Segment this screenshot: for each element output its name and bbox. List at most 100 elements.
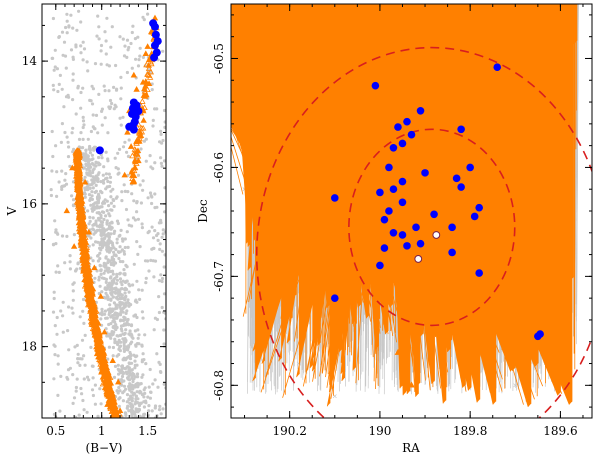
- cmd-member-star: [78, 200, 85, 206]
- cmd-field-star: [54, 228, 58, 232]
- cmd-field-star: [72, 233, 76, 237]
- cmd-field-star: [71, 26, 75, 30]
- cmd-field-star: [141, 373, 145, 377]
- cmd-member-star: [91, 328, 99, 334]
- cmd-field-star: [90, 194, 94, 198]
- cmd-field-star: [118, 304, 122, 308]
- cmd-field-star: [149, 390, 153, 394]
- cmd-field-star: [110, 208, 114, 212]
- cmd-field-star: [134, 57, 138, 61]
- cmd-member-star: [127, 143, 135, 149]
- cmd-field-star: [79, 20, 83, 24]
- cmd-member-star: [103, 378, 111, 384]
- cmd-field-star: [156, 385, 160, 389]
- cmd-field-star: [109, 310, 113, 314]
- cmd-field-star: [100, 107, 104, 111]
- cmd-field-star: [76, 84, 80, 88]
- cmd-field-star: [128, 329, 132, 333]
- cmd-field-star: [120, 364, 124, 368]
- cmd-field-star: [140, 375, 144, 379]
- cmd-field-star: [78, 363, 82, 367]
- cmd-field-star: [76, 361, 80, 365]
- cmd-field-star: [116, 363, 120, 367]
- cmd-field-star: [108, 98, 113, 103]
- cmd-field-star: [51, 56, 55, 61]
- cmd-field-star: [88, 219, 92, 223]
- cmd-field-star: [141, 179, 145, 183]
- cmd-field-star: [87, 378, 91, 382]
- cmd-special-star: [129, 125, 138, 134]
- cmd-field-star: [158, 362, 162, 366]
- cmd-field-star: [148, 154, 152, 158]
- cmd-field-star: [161, 232, 165, 236]
- cmd-field-star: [111, 354, 115, 358]
- cmd-field-star: [98, 257, 102, 261]
- cmd-field-star: [140, 226, 144, 230]
- cmd-field-star: [131, 24, 135, 28]
- cmd-field-star: [121, 391, 125, 395]
- cmd-field-star: [129, 41, 133, 46]
- cmd-field-star: [142, 395, 146, 399]
- cmd-field-star: [93, 402, 97, 406]
- cmd-field-star: [113, 341, 117, 345]
- cmd-field-star: [68, 267, 72, 271]
- cmd-field-star: [64, 66, 68, 70]
- cmd-member-star: [106, 388, 113, 395]
- cmd-field-star: [100, 123, 104, 127]
- cmd-field-star: [113, 337, 117, 341]
- cmd-member-star: [77, 222, 84, 228]
- cmd-field-star: [101, 239, 105, 244]
- cmd-field-star: [115, 306, 119, 310]
- cmd-member-star: [141, 87, 149, 94]
- cmd-member-star: [142, 50, 149, 57]
- cmd-field-star: [147, 409, 151, 413]
- cmd-field-star: [118, 277, 123, 281]
- cmd-field-star: [137, 333, 141, 337]
- cmd-field-star: [68, 260, 72, 264]
- cmd-field-star: [89, 345, 93, 349]
- cmd-field-star: [86, 209, 90, 213]
- cmd-field-star: [56, 264, 60, 268]
- cmd-field-star: [163, 311, 166, 315]
- cmd-field-star: [158, 247, 162, 251]
- cmd-field-star: [115, 237, 119, 241]
- cmd-field-star: [160, 276, 165, 281]
- cmd-field-star: [160, 249, 164, 253]
- cmd-field-star: [148, 367, 152, 372]
- cmd-field-star: [111, 319, 115, 323]
- cmd-field-star: [137, 408, 141, 412]
- cmd-field-star: [60, 234, 65, 238]
- cmd-field-star: [71, 55, 75, 59]
- cmd-field-star: [97, 275, 101, 279]
- cmd-field-star: [85, 171, 89, 175]
- cmd-field-star: [117, 385, 121, 390]
- cmd-field-star: [108, 303, 112, 307]
- cmd-field-star: [153, 192, 157, 196]
- cmd-field-star: [122, 347, 126, 351]
- cmd-field-star: [118, 116, 122, 120]
- cmd-member-star: [145, 62, 152, 68]
- cmd-field-star: [153, 406, 157, 410]
- cmd-field-star: [60, 187, 64, 191]
- cmd-y-tick-label: 16: [22, 197, 37, 211]
- cmd-field-star: [106, 131, 110, 135]
- cmd-field-star: [152, 246, 156, 250]
- cmd-field-star: [126, 298, 130, 302]
- cmd-field-star: [160, 164, 164, 168]
- cmd-field-star: [81, 119, 86, 123]
- cmd-field-star: [146, 196, 150, 200]
- cmd-field-star: [57, 82, 61, 86]
- cmd-field-star: [101, 173, 105, 177]
- cmd-field-star: [95, 176, 99, 180]
- cmd-member-star: [148, 60, 155, 67]
- cmd-field-star: [118, 259, 122, 264]
- cmd-field-star: [144, 137, 148, 141]
- cmd-field-star: [124, 263, 128, 267]
- cmd-field-star: [90, 178, 94, 182]
- cmd-field-star: [140, 288, 144, 292]
- cmd-field-star: [112, 316, 116, 320]
- cmd-member-star: [94, 325, 102, 332]
- cmd-field-star: [102, 237, 106, 241]
- cmd-field-star: [77, 413, 81, 417]
